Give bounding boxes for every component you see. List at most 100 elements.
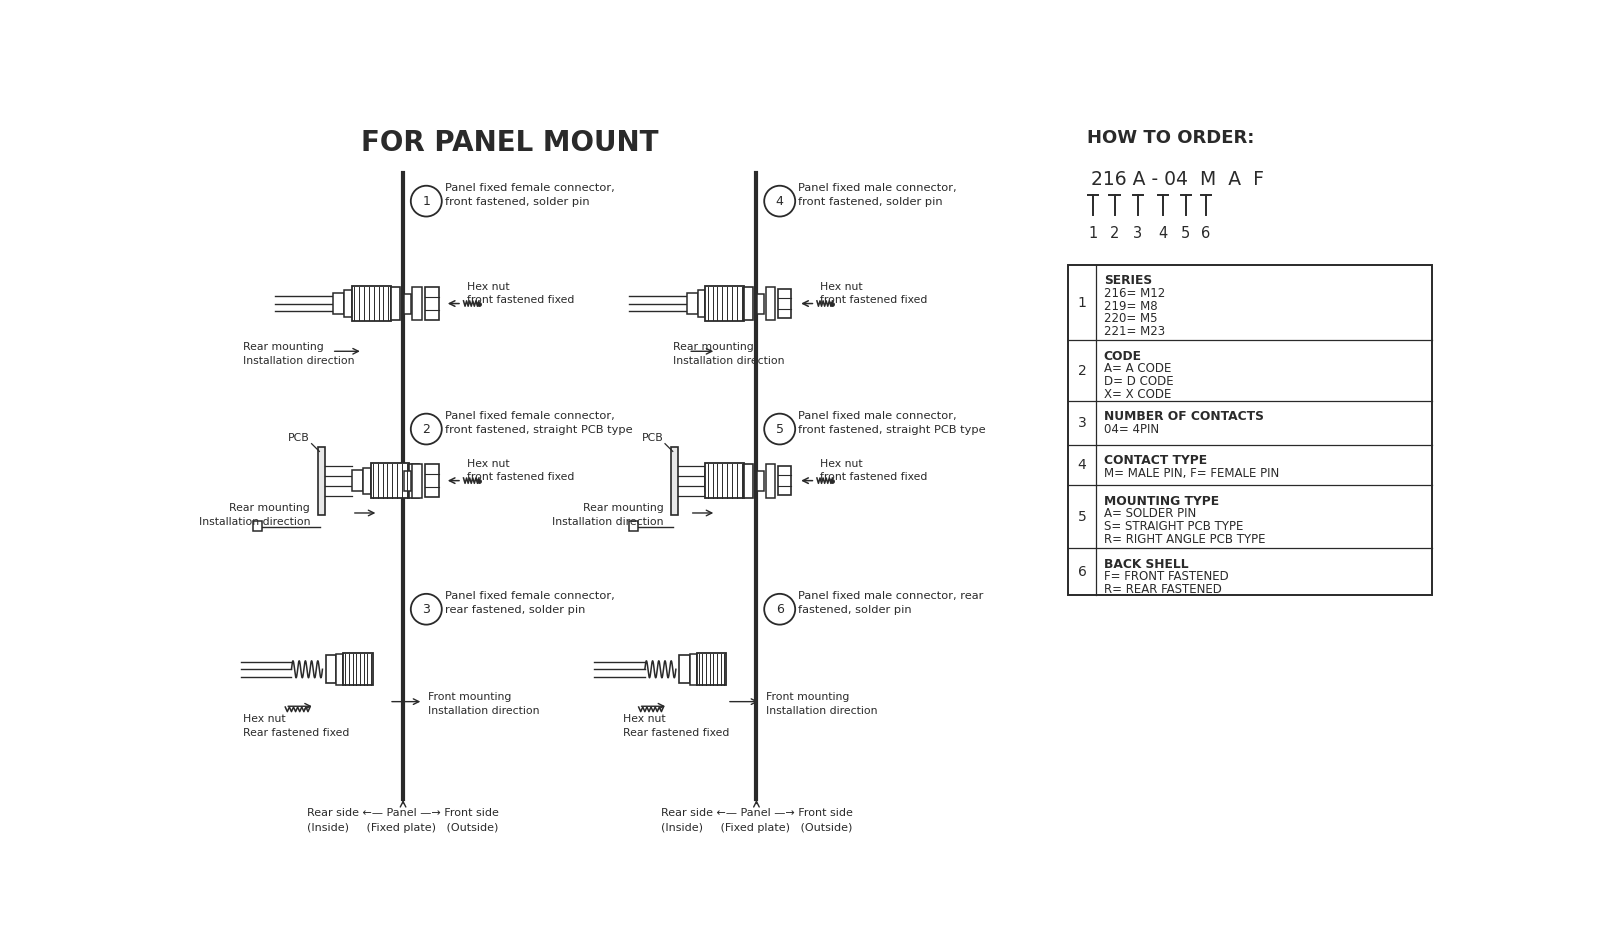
Bar: [413, 286, 422, 320]
Text: Hex nut: Hex nut: [467, 281, 509, 292]
Text: M= MALE PIN, F= FEMALE PIN: M= MALE PIN, F= FEMALE PIN: [1104, 467, 1278, 480]
Bar: [403, 294, 411, 314]
Text: 1: 1: [422, 195, 430, 207]
Bar: [344, 290, 352, 317]
Text: Installation direction: Installation direction: [198, 517, 310, 527]
Text: Hex nut: Hex nut: [467, 458, 509, 469]
Text: (Inside)     (Fixed plate)   (Outside): (Inside) (Fixed plate) (Outside): [661, 824, 853, 833]
Text: 04= 4PIN: 04= 4PIN: [1104, 422, 1158, 436]
Bar: [778, 289, 790, 319]
Bar: [706, 286, 744, 321]
Text: Rear mounting: Rear mounting: [229, 503, 310, 514]
Bar: [757, 294, 765, 314]
Text: Rear mounting: Rear mounting: [672, 342, 754, 353]
Text: Panel fixed male connector,
front fastened, straight PCB type: Panel fixed male connector, front fasten…: [798, 411, 986, 435]
Bar: [757, 471, 765, 491]
Text: 220= M5: 220= M5: [1104, 312, 1157, 325]
Text: A= SOLDER PIN: A= SOLDER PIN: [1104, 507, 1195, 520]
Bar: [325, 655, 336, 683]
Text: PCB: PCB: [642, 434, 664, 443]
Bar: [363, 468, 371, 494]
Text: 2: 2: [1077, 363, 1086, 378]
Bar: [390, 286, 400, 320]
Text: 1: 1: [1077, 296, 1086, 310]
Text: front fastened fixed: front fastened fixed: [467, 295, 574, 304]
Text: 3: 3: [1133, 225, 1142, 241]
Text: 219= M8: 219= M8: [1104, 300, 1157, 313]
Text: 6: 6: [1202, 225, 1211, 241]
Text: 6: 6: [776, 603, 784, 615]
Bar: [1069, 265, 1432, 594]
Bar: [413, 464, 422, 497]
Bar: [333, 293, 344, 315]
Bar: [336, 654, 344, 685]
Text: Rear mounting: Rear mounting: [243, 342, 323, 353]
Text: F= FRONT FASTENED: F= FRONT FASTENED: [1104, 571, 1229, 583]
Text: PCB: PCB: [288, 434, 310, 443]
Text: Panel fixed male connector,
front fastened, solder pin: Panel fixed male connector, front fasten…: [798, 183, 957, 207]
Bar: [352, 470, 363, 492]
Text: (Inside)     (Fixed plate)   (Outside): (Inside) (Fixed plate) (Outside): [307, 824, 499, 833]
Bar: [698, 290, 706, 317]
Text: Installation direction: Installation direction: [243, 357, 354, 366]
Text: Hex nut: Hex nut: [243, 714, 285, 725]
Text: R= REAR FASTENED: R= REAR FASTENED: [1104, 583, 1221, 596]
Bar: [744, 286, 754, 320]
Text: Panel fixed female connector,
rear fastened, solder pin: Panel fixed female connector, rear faste…: [445, 592, 614, 615]
Text: FOR PANEL MOUNT: FOR PANEL MOUNT: [362, 128, 659, 157]
Text: 1: 1: [1088, 225, 1098, 241]
Text: 216= M12: 216= M12: [1104, 287, 1165, 300]
Text: 3: 3: [422, 603, 430, 615]
Text: Front mounting: Front mounting: [427, 692, 512, 702]
Text: 221= M23: 221= M23: [1104, 325, 1165, 339]
Text: R= RIGHT ANGLE PCB TYPE: R= RIGHT ANGLE PCB TYPE: [1104, 533, 1266, 546]
Text: Rear side ←— Panel —→ Front side: Rear side ←— Panel —→ Front side: [307, 808, 499, 818]
Bar: [318, 447, 325, 514]
Bar: [424, 287, 438, 320]
Text: Installation direction: Installation direction: [766, 706, 877, 716]
Text: 2: 2: [422, 422, 430, 436]
Text: SERIES: SERIES: [1104, 274, 1152, 287]
Text: 5: 5: [1181, 225, 1190, 241]
Bar: [706, 470, 717, 492]
Bar: [672, 447, 678, 514]
Text: Installation direction: Installation direction: [672, 357, 784, 366]
Text: CONTACT TYPE: CONTACT TYPE: [1104, 455, 1206, 468]
Bar: [766, 464, 774, 497]
Text: Installation direction: Installation direction: [427, 706, 539, 716]
Text: Installation direction: Installation direction: [552, 517, 664, 527]
Text: Rear mounting: Rear mounting: [582, 503, 664, 514]
Text: S= STRAIGHT PCB TYPE: S= STRAIGHT PCB TYPE: [1104, 520, 1243, 533]
Text: NUMBER OF CONTACTS: NUMBER OF CONTACTS: [1104, 410, 1264, 423]
Bar: [403, 471, 411, 491]
Text: 3: 3: [1077, 416, 1086, 430]
Text: X= X CODE: X= X CODE: [1104, 388, 1171, 401]
Bar: [678, 655, 690, 683]
Bar: [352, 286, 390, 321]
Text: Rear fastened fixed: Rear fastened fixed: [622, 728, 730, 738]
Text: 4: 4: [1077, 458, 1086, 473]
Text: 6: 6: [1077, 565, 1086, 578]
Text: 4: 4: [776, 195, 784, 207]
Text: Panel fixed female connector,
front fastened, solder pin: Panel fixed female connector, front fast…: [445, 183, 614, 207]
Bar: [690, 654, 696, 685]
Text: D= D CODE: D= D CODE: [1104, 375, 1173, 388]
Bar: [629, 521, 638, 532]
Text: Rear side ←— Panel —→ Front side: Rear side ←— Panel —→ Front side: [661, 808, 853, 818]
Text: front fastened fixed: front fastened fixed: [467, 472, 574, 482]
Text: BACK SHELL: BACK SHELL: [1104, 557, 1189, 571]
Bar: [696, 653, 726, 686]
Bar: [778, 466, 790, 495]
Bar: [686, 293, 698, 315]
Bar: [371, 463, 410, 498]
Bar: [344, 653, 373, 686]
Text: Hex nut: Hex nut: [819, 458, 862, 469]
Text: 4: 4: [1158, 225, 1166, 241]
Text: Panel fixed male connector, rear
fastened, solder pin: Panel fixed male connector, rear fastene…: [798, 592, 984, 615]
Text: 2: 2: [1110, 225, 1118, 241]
Bar: [717, 468, 723, 494]
Text: 216 A - 04  M  A  F: 216 A - 04 M A F: [1091, 170, 1264, 189]
Bar: [706, 463, 744, 498]
Text: Panel fixed female connector,
front fastened, straight PCB type: Panel fixed female connector, front fast…: [445, 411, 632, 435]
Text: Rear fastened fixed: Rear fastened fixed: [243, 728, 349, 738]
